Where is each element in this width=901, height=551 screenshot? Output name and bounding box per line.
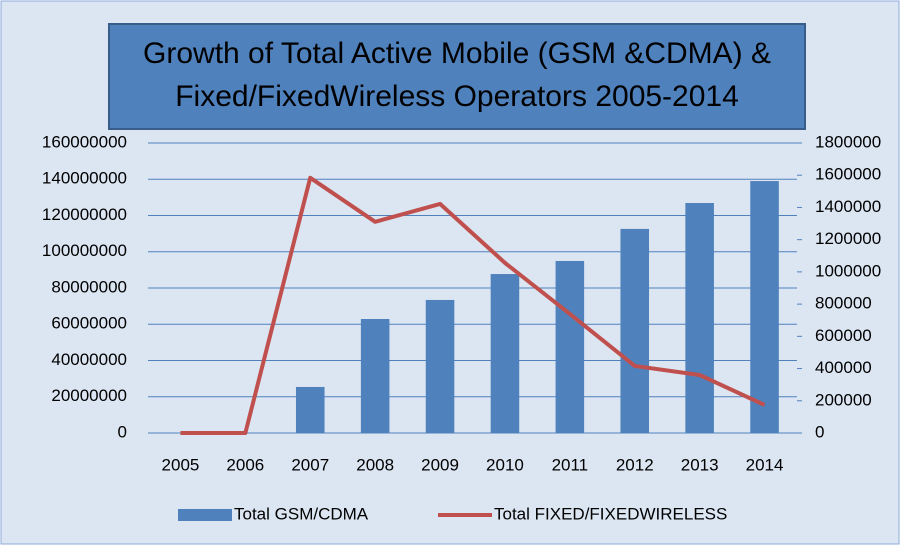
x-tick-label: 2008 [356,455,394,474]
x-tick-label: 2014 [746,455,784,474]
chart-title: Growth of Total Active Mobile (GSM &CDMA… [143,37,771,70]
y2-tick-label: 200000 [815,390,872,409]
bar [360,318,390,433]
y2-tick-label: 1400000 [815,197,881,216]
x-tick-label: 2009 [421,455,459,474]
title-box [108,23,806,130]
y2-tick-label: 400000 [815,358,872,377]
y-tick-label: 160000000 [42,132,127,151]
y-tick-label: 140000000 [42,169,127,188]
bar [555,260,585,433]
bar [490,274,520,433]
y2-tick-label: 800000 [815,294,872,313]
legend-swatch [178,509,232,521]
bar [685,202,714,433]
y2-tick-label: 600000 [815,326,872,345]
y2-tick-label: 0 [815,422,824,441]
y-tick-label: 100000000 [42,241,127,260]
x-tick-label: 2010 [486,455,524,474]
y2-tick-label: 1000000 [815,261,881,280]
bar [295,386,325,433]
y2-tick-label: 1600000 [815,165,881,184]
bar [620,228,650,433]
y-tick-label: 0 [118,422,127,441]
legend-label: Total GSM/CDMA [234,504,369,523]
y-tick-label: 60000000 [51,314,127,333]
y-tick-label: 20000000 [51,386,127,405]
x-tick-label: 2005 [162,455,200,474]
y-tick-label: 80000000 [51,277,127,296]
x-tick-label: 2007 [291,455,329,474]
x-tick-label: 2006 [226,455,264,474]
bar [425,299,455,433]
y2-tick-label: 1200000 [815,229,881,248]
y-tick-label: 40000000 [51,350,127,369]
y-tick-label: 120000000 [42,205,127,224]
y2-tick-label: 1800000 [815,132,881,151]
chart-title: Fixed/FixedWireless Operators 2005-2014 [175,80,739,113]
line [180,175,766,435]
x-tick-label: 2011 [552,455,589,474]
x-tick-label: 2012 [616,455,654,474]
x-tick-label: 2013 [681,455,719,474]
bar [750,181,779,433]
legend-label: Total FIXED/FIXEDWIRELESS [494,504,727,523]
